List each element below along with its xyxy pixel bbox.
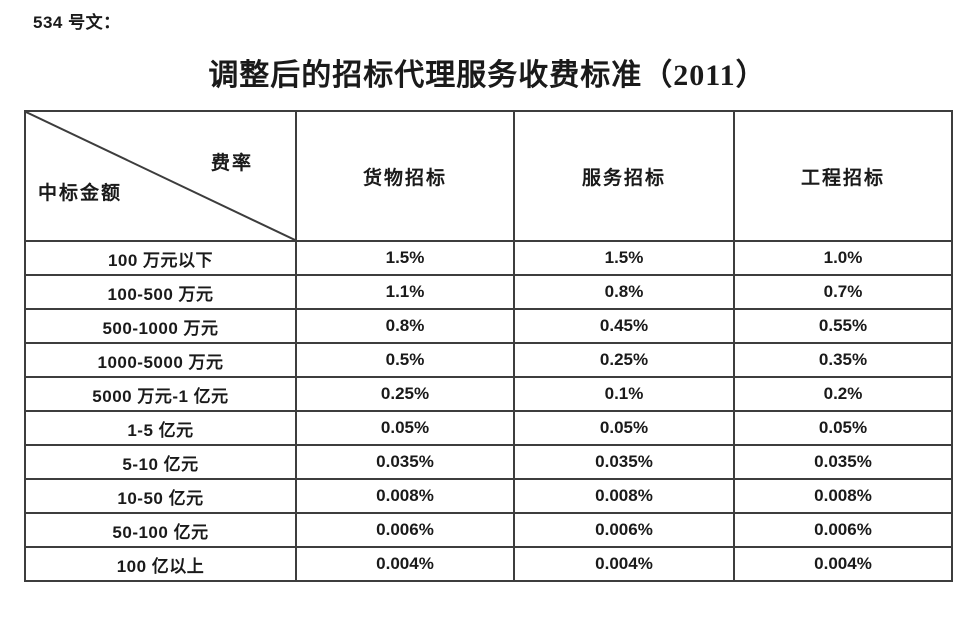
fee-value-cell: 0.25% bbox=[513, 342, 735, 378]
doc-number-label: 534 号文： bbox=[33, 13, 121, 32]
fee-value-cell: 1.5% bbox=[295, 240, 515, 276]
table-row: 10-50 亿元 0.008% 0.008% 0.008% bbox=[24, 478, 953, 514]
fee-value-cell: 0.006% bbox=[295, 512, 515, 548]
fee-value-cell: 0.45% bbox=[513, 308, 735, 344]
fee-value-cell: 0.8% bbox=[295, 308, 515, 344]
row-label: 100 万元以下 bbox=[24, 240, 297, 276]
row-label: 50-100 亿元 bbox=[24, 512, 297, 548]
fee-value-cell: 0.35% bbox=[733, 342, 953, 378]
fee-value-cell: 0.1% bbox=[513, 376, 735, 412]
diagonal-corner-cell: 费率 中标金额 bbox=[24, 110, 297, 242]
page-title: 调整后的招标代理服务收费标准（2011） bbox=[208, 59, 767, 92]
fee-value-cell: 0.7% bbox=[733, 274, 953, 310]
table-row: 50-100 亿元 0.006% 0.006% 0.006% bbox=[24, 512, 953, 548]
table-header-row: 费率 中标金额 货物招标 服务招标 工程招标 bbox=[24, 110, 953, 242]
fee-value-cell: 0.8% bbox=[513, 274, 735, 310]
fee-value-cell: 1.5% bbox=[513, 240, 735, 276]
column-header-goods: 货物招标 bbox=[295, 110, 515, 242]
fee-standard-table: 费率 中标金额 货物招标 服务招标 工程招标 100 万元以下 1.5% 1.5… bbox=[24, 110, 953, 582]
fee-value-cell: 0.55% bbox=[733, 308, 953, 344]
table-row: 100-500 万元 1.1% 0.8% 0.7% bbox=[24, 274, 953, 310]
fee-value-cell: 0.05% bbox=[733, 410, 953, 446]
row-label: 5-10 亿元 bbox=[24, 444, 297, 480]
row-label: 10-50 亿元 bbox=[24, 478, 297, 514]
fee-value-cell: 0.035% bbox=[295, 444, 515, 480]
fee-value-cell: 0.006% bbox=[733, 512, 953, 548]
table-row: 1-5 亿元 0.05% 0.05% 0.05% bbox=[24, 410, 953, 446]
fee-value-cell: 0.035% bbox=[733, 444, 953, 480]
row-label: 500-1000 万元 bbox=[24, 308, 297, 344]
fee-value-cell: 0.05% bbox=[513, 410, 735, 446]
fee-value-cell: 1.1% bbox=[295, 274, 515, 310]
row-label: 1-5 亿元 bbox=[24, 410, 297, 446]
row-label: 1000-5000 万元 bbox=[24, 342, 297, 378]
fee-value-cell: 0.008% bbox=[733, 478, 953, 514]
fee-value-cell: 0.25% bbox=[295, 376, 515, 412]
fee-value-cell: 0.004% bbox=[513, 546, 735, 582]
fee-value-cell: 0.006% bbox=[513, 512, 735, 548]
table-row: 5000 万元-1 亿元 0.25% 0.1% 0.2% bbox=[24, 376, 953, 412]
fee-value-cell: 0.035% bbox=[513, 444, 735, 480]
corner-label-amount: 中标金额 bbox=[38, 183, 123, 204]
row-label: 5000 万元-1 亿元 bbox=[24, 376, 297, 412]
corner-label-rate: 费率 bbox=[210, 153, 253, 174]
fee-value-cell: 0.008% bbox=[513, 478, 735, 514]
fee-value-cell: 0.008% bbox=[295, 478, 515, 514]
table-row: 100 万元以下 1.5% 1.5% 1.0% bbox=[24, 240, 953, 276]
table-row: 500-1000 万元 0.8% 0.45% 0.55% bbox=[24, 308, 953, 344]
row-label: 100 亿以上 bbox=[24, 546, 297, 582]
row-label: 100-500 万元 bbox=[24, 274, 297, 310]
column-header-engineering: 工程招标 bbox=[733, 110, 953, 242]
table-row: 100 亿以上 0.004% 0.004% 0.004% bbox=[24, 546, 953, 582]
table-row: 5-10 亿元 0.035% 0.035% 0.035% bbox=[24, 444, 953, 480]
fee-value-cell: 0.2% bbox=[733, 376, 953, 412]
fee-value-cell: 0.05% bbox=[295, 410, 515, 446]
table-row: 1000-5000 万元 0.5% 0.25% 0.35% bbox=[24, 342, 953, 378]
fee-value-cell: 0.5% bbox=[295, 342, 515, 378]
column-header-service: 服务招标 bbox=[513, 110, 735, 242]
diagonal-line bbox=[26, 112, 295, 240]
fee-value-cell: 0.004% bbox=[733, 546, 953, 582]
fee-value-cell: 1.0% bbox=[733, 240, 953, 276]
fee-value-cell: 0.004% bbox=[295, 546, 515, 582]
